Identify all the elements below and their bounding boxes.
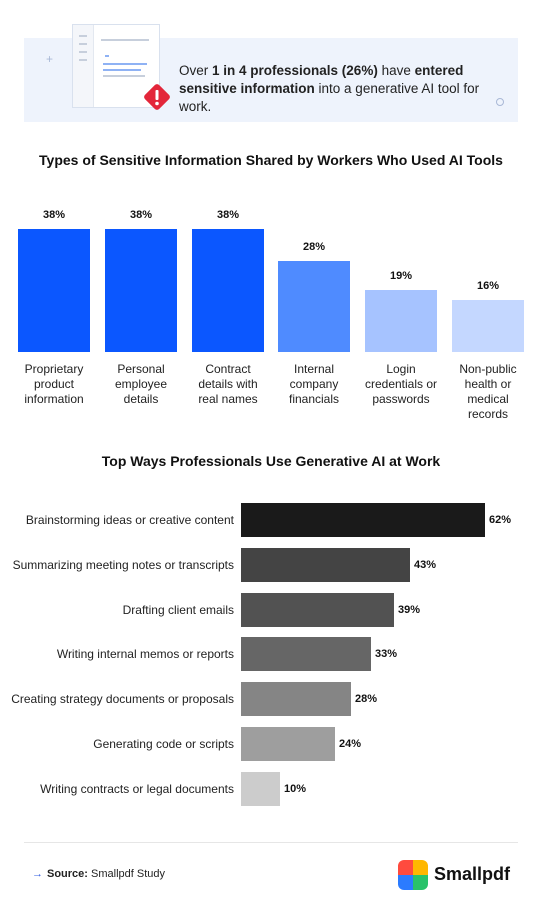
category-label: Brainstorming ideas or creative content: [25, 513, 234, 527]
bar-row: Drafting client emails 39%: [0, 593, 542, 627]
bar: [452, 300, 524, 352]
category-label: Summarizing meeting notes or transcripts: [12, 558, 234, 572]
chart-title-sensitive-info: Types of Sensitive Information Shared by…: [39, 152, 503, 168]
bar-value-label: 19%: [389, 270, 413, 282]
warning-icon: [144, 84, 170, 110]
circle-decoration-icon: [496, 98, 504, 106]
category-label: Login credentials or passwords: [364, 362, 438, 406]
bar: [241, 772, 280, 806]
bar-value-label: 38%: [42, 209, 66, 221]
bar-row: Brainstorming ideas or creative content 6…: [0, 503, 542, 537]
arrow-icon: →: [32, 868, 43, 880]
source-label: Source:: [47, 868, 88, 880]
bar-row: Generating code or scripts 24%: [0, 727, 542, 761]
category-label: Writing contracts or legal documents: [40, 782, 234, 796]
bar: [241, 503, 485, 537]
ai-uses-bar-chart: Brainstorming ideas or creative content 6…: [0, 500, 542, 810]
category-label: Generating code or scripts: [93, 737, 234, 751]
bar-row: Summarizing meeting notes or transcripts…: [0, 548, 542, 582]
bar: [192, 229, 264, 352]
bar-value-label: 38%: [216, 209, 240, 221]
bar: [241, 548, 410, 582]
chart-title-ai-uses: Top Ways Professionals Use Generative AI…: [101, 453, 441, 469]
bar-value-label: 62%: [489, 514, 512, 526]
bar: [241, 727, 335, 761]
banner-text: Over 1 in 4 professionals (26%) have ent…: [179, 63, 480, 114]
category-label: Drafting client emails: [122, 603, 234, 617]
bar: [241, 593, 394, 627]
bar-row: Creating strategy documents or proposals…: [0, 682, 542, 716]
bar-value-label: 24%: [339, 738, 362, 750]
bar-value-label: 16%: [476, 280, 500, 292]
bar: [241, 682, 351, 716]
category-label: Writing internal memos or reports: [56, 647, 234, 661]
bar: [241, 637, 371, 671]
logo-mark-icon: [398, 860, 428, 890]
bar: [105, 229, 177, 352]
bar: [18, 229, 90, 352]
logo-name: Smallpdf: [434, 864, 511, 884]
highlight-banner: + Over 1 in 4 professionals (26%) have e…: [24, 24, 518, 122]
footer-divider: [24, 842, 518, 843]
source-text: Smallpdf Study: [87, 868, 166, 880]
bar-value-label: 33%: [375, 648, 398, 660]
sensitive-info-bar-chart: 38% Proprietary product information 38% Perso…: [0, 195, 542, 435]
category-label: Personal employee details: [114, 362, 168, 406]
bar-row: Writing internal memos or reports 33%: [0, 637, 542, 671]
bar-row: Writing contracts or legal documents 10%: [0, 772, 542, 806]
bar: [278, 261, 350, 352]
bar-value-label: 43%: [414, 559, 437, 571]
bar-value-label: 38%: [129, 209, 153, 221]
document-illustration: [72, 24, 160, 108]
category-label: Creating strategy documents or proposals: [11, 692, 234, 706]
bar-value-label: 39%: [398, 604, 421, 616]
bar-value-label: 28%: [355, 693, 378, 705]
source-note: → Source: Smallpdf Study: [32, 868, 165, 880]
bar: [365, 290, 437, 352]
bar-value-label: 28%: [302, 241, 326, 253]
bar-value-label: 10%: [284, 783, 307, 795]
plus-decoration-icon: +: [46, 52, 54, 66]
category-label: Contract details with real names: [198, 362, 258, 406]
category-label: Internal company financials: [288, 362, 340, 406]
category-label: Non-public health or medical records: [459, 362, 517, 421]
category-label: Proprietary product information: [24, 362, 84, 406]
